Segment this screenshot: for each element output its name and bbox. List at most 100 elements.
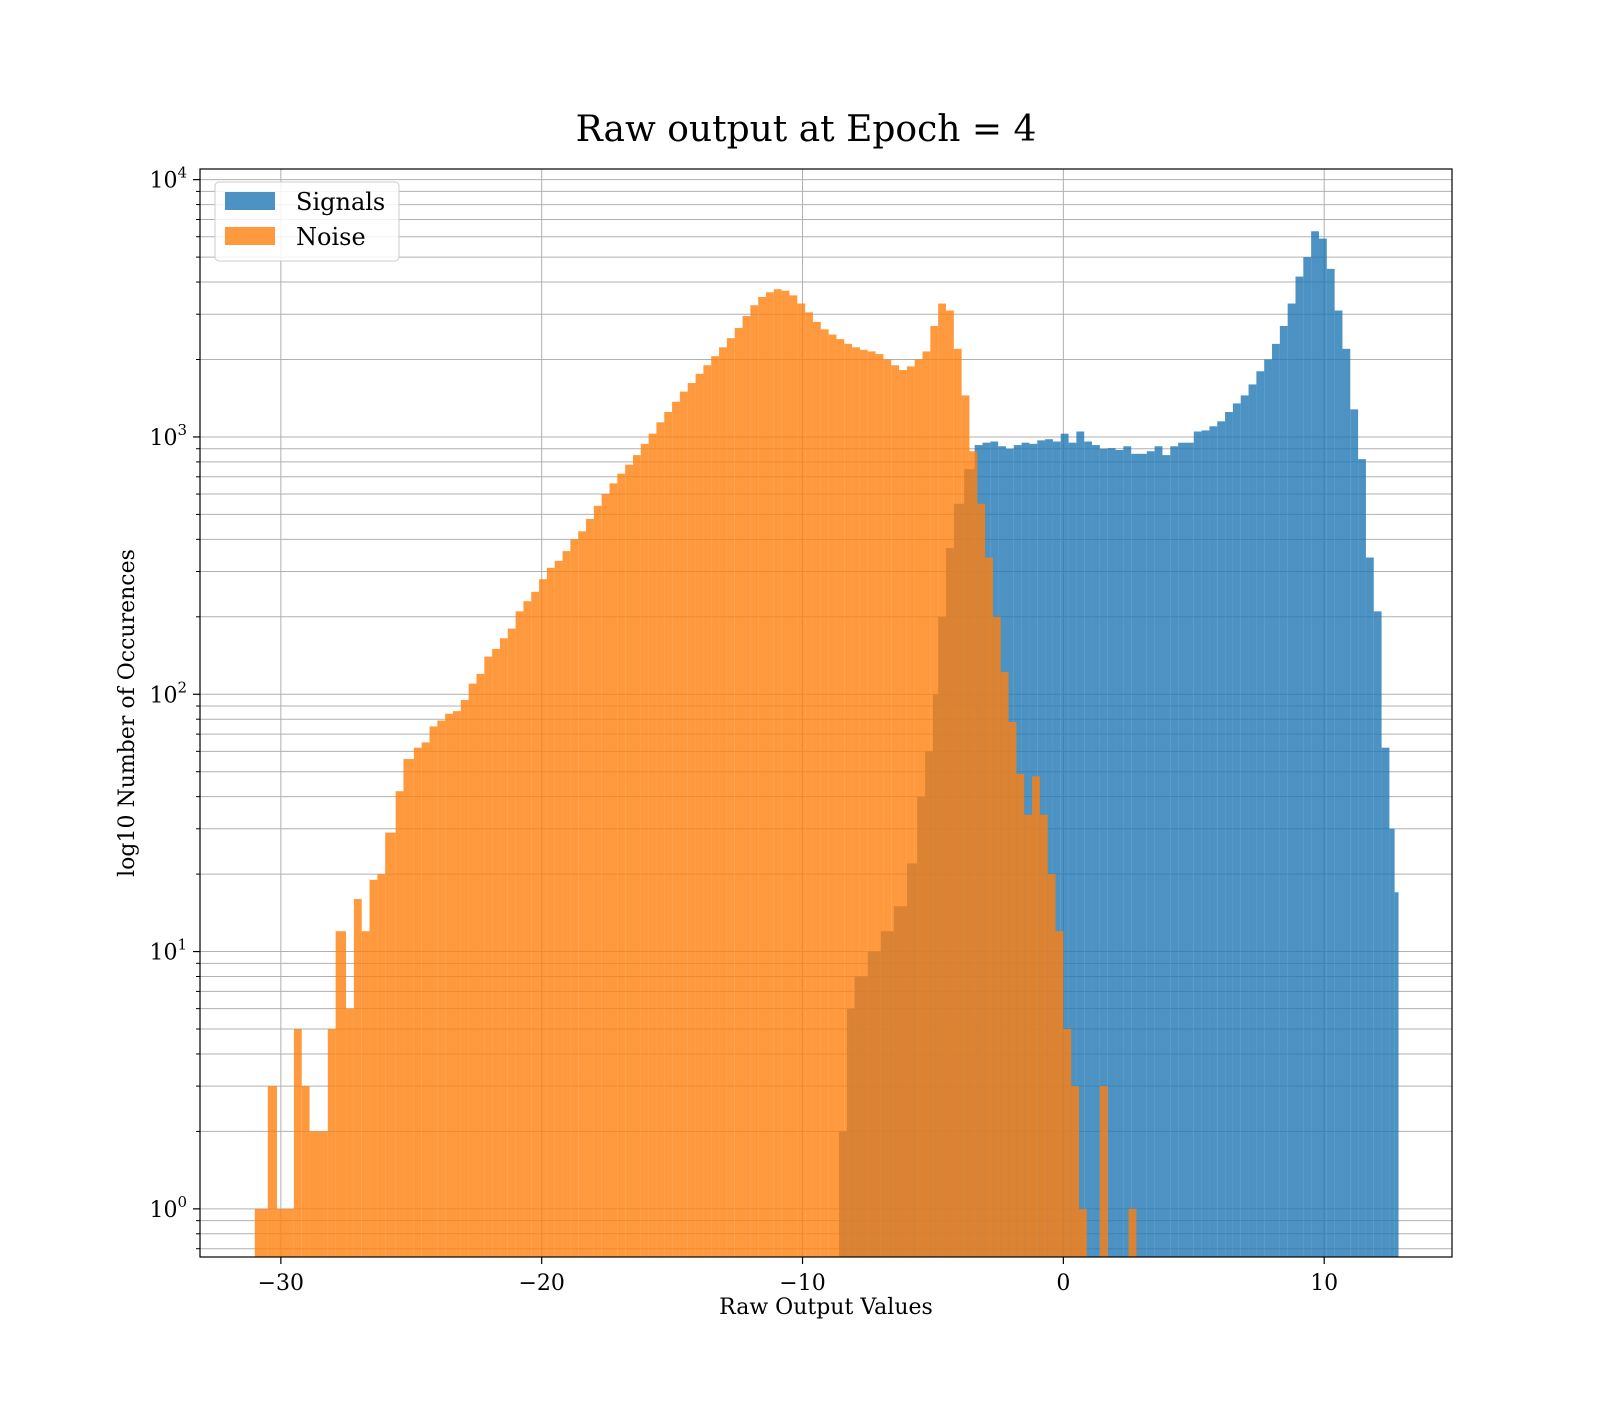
bar-signals xyxy=(1185,442,1194,1257)
bar-signals xyxy=(1131,453,1139,1257)
bar-signals xyxy=(1170,446,1179,1257)
bar-noise xyxy=(353,899,362,1257)
bar-noise xyxy=(922,351,931,1257)
bar-noise xyxy=(562,551,571,1257)
bar-signals xyxy=(1389,828,1395,1257)
bar-signals xyxy=(1068,442,1077,1257)
bar-signals xyxy=(1350,409,1359,1257)
bar-noise xyxy=(554,560,563,1257)
legend-label-noise: Noise xyxy=(296,223,366,251)
bar-signals xyxy=(1272,343,1280,1257)
bar-noise xyxy=(301,1086,310,1257)
bar-signals xyxy=(1092,445,1100,1257)
bar-noise xyxy=(445,713,454,1257)
bar-noise xyxy=(267,1086,277,1257)
bar-noise xyxy=(938,303,946,1257)
bar-noise xyxy=(492,648,500,1257)
bar-noise xyxy=(906,366,915,1257)
y-tick-label: 103 xyxy=(149,421,187,451)
bar-noise xyxy=(1039,814,1048,1257)
bar-noise xyxy=(899,370,907,1257)
bar-signals xyxy=(1045,439,1053,1258)
bar-noise xyxy=(687,383,696,1257)
bar-noise xyxy=(679,391,688,1257)
bar-noise xyxy=(867,351,876,1257)
legend-label-signals: Signals xyxy=(296,188,385,216)
bar-signals xyxy=(1295,276,1304,1258)
bar-signals xyxy=(1115,449,1124,1258)
bar-signals xyxy=(1264,359,1273,1257)
bar-signals xyxy=(1311,231,1319,1257)
bar-signals xyxy=(1342,348,1351,1258)
bar-signals xyxy=(1178,442,1186,1257)
bars xyxy=(254,231,1399,1258)
bar-noise xyxy=(1079,1208,1087,1257)
bar-signals xyxy=(1287,303,1296,1257)
bar-noise xyxy=(711,356,720,1257)
x-tick-label: −30 xyxy=(258,1271,304,1296)
bar-noise xyxy=(403,759,414,1257)
bar-noise xyxy=(395,791,404,1257)
bar-noise xyxy=(930,325,939,1258)
bar-noise xyxy=(953,348,962,1258)
bar-signals xyxy=(1358,459,1366,1257)
y-tick-exponent: 4 xyxy=(177,164,187,182)
bar-signals xyxy=(1326,268,1335,1257)
y-tick-label: 102 xyxy=(149,678,187,708)
bar-noise xyxy=(664,412,673,1257)
y-tick-exponent: 3 xyxy=(177,421,187,439)
bar-noise xyxy=(852,347,860,1258)
x-tick-label: 10 xyxy=(1310,1271,1338,1296)
bar-noise xyxy=(891,365,900,1258)
bar-noise xyxy=(734,328,743,1257)
bar-signals xyxy=(1107,448,1116,1257)
bar-noise xyxy=(254,1208,268,1257)
bar-signals xyxy=(1373,611,1382,1257)
bar-noise xyxy=(327,1029,336,1257)
bar-noise xyxy=(460,699,469,1257)
bar-noise xyxy=(859,349,868,1257)
bar-noise xyxy=(578,531,587,1257)
bar-noise xyxy=(476,673,485,1257)
bar-signals xyxy=(1076,431,1085,1257)
bar-signals xyxy=(1240,395,1249,1257)
bar-signals xyxy=(1318,238,1327,1258)
bar-noise xyxy=(1032,776,1040,1257)
bar-signals xyxy=(1217,421,1226,1258)
bar-signals xyxy=(1123,446,1132,1257)
legend-swatch-signals xyxy=(225,192,275,210)
bar-noise xyxy=(276,1208,294,1257)
bar-noise xyxy=(377,874,386,1257)
bar-noise xyxy=(523,601,532,1257)
bar-signals xyxy=(1193,431,1202,1257)
legend: Signals Noise xyxy=(214,181,400,262)
y-tick-exponent: 0 xyxy=(177,1193,187,1211)
y-tick-exponent: 1 xyxy=(177,936,187,954)
bar-noise xyxy=(1008,722,1017,1257)
bar-signals xyxy=(1162,455,1171,1257)
bar-noise xyxy=(969,451,978,1257)
bar-noise xyxy=(1055,931,1064,1257)
bar-noise xyxy=(1000,672,1009,1257)
bar-signals xyxy=(1154,446,1163,1257)
series-noise xyxy=(254,289,1137,1258)
bar-noise xyxy=(531,591,540,1257)
bar-noise xyxy=(992,616,1001,1257)
y-axis-label: log10 Number of Occurences xyxy=(115,549,140,877)
bar-noise xyxy=(468,683,477,1257)
x-axis-label: Raw Output Values xyxy=(719,1295,933,1320)
bar-noise xyxy=(601,494,610,1257)
bar-signals xyxy=(1139,453,1147,1257)
bar-noise xyxy=(593,505,602,1257)
chart-title: Raw output at Epoch = 4 xyxy=(576,109,1037,150)
bar-noise xyxy=(719,347,727,1258)
bar-signals xyxy=(964,469,975,1258)
bar-noise xyxy=(570,539,579,1257)
bar-noise xyxy=(781,290,790,1257)
bar-noise xyxy=(507,628,516,1257)
bar-noise xyxy=(914,359,923,1257)
bar-noise xyxy=(453,711,461,1257)
bar-noise xyxy=(421,742,430,1257)
